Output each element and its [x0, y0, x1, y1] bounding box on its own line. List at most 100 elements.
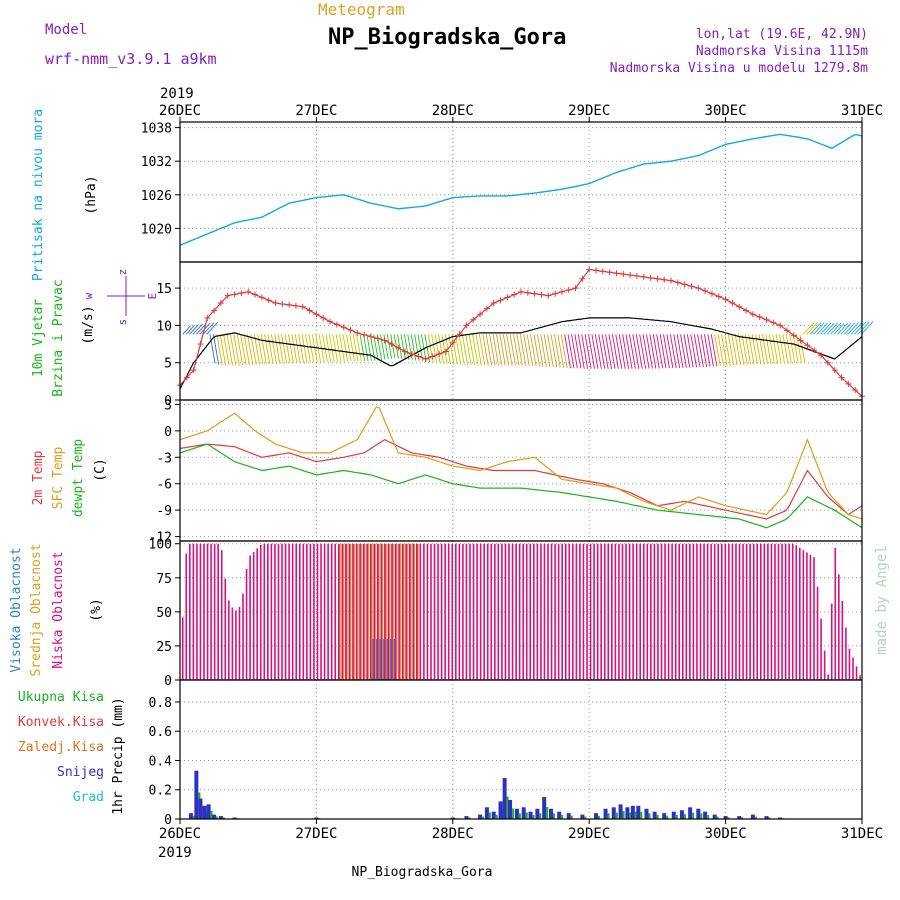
wind-direction-barb — [219, 334, 227, 366]
meteogram-label: Meteogram — [318, 0, 405, 19]
precip-snow-bar — [688, 807, 693, 819]
wind-speed-marker — [422, 355, 429, 362]
wind-direction-barb — [591, 334, 599, 369]
wind-speed-marker — [613, 270, 620, 277]
wind-direction-barb — [669, 334, 677, 369]
precip-snow-bar — [750, 814, 755, 819]
wind-speed-marker — [238, 290, 245, 297]
wind-speed-marker — [327, 318, 334, 325]
wind-speed-marker — [783, 327, 790, 334]
wind-speed-marker — [429, 353, 436, 360]
wind-direction-barb — [325, 334, 332, 363]
wind-direction-barb — [349, 334, 355, 362]
precip-total-bar — [622, 810, 625, 819]
wind-direction-barb — [182, 325, 191, 335]
wind-direction-barb — [847, 322, 859, 335]
wind-speed-marker — [545, 292, 552, 299]
wind-speed-marker — [354, 329, 361, 336]
wind-speed-marker — [688, 283, 695, 290]
precip-snow-bar — [580, 814, 585, 819]
pressure-ytick-label: 1026 — [141, 189, 172, 204]
precip-snow-bar — [712, 814, 717, 819]
wind-direction-barb — [816, 322, 828, 335]
wind-direction-barb — [236, 334, 244, 366]
wind-speed-marker — [633, 272, 640, 279]
wind-direction-barb — [530, 334, 537, 367]
wind-direction-barb — [294, 334, 301, 364]
wind-speed-marker — [845, 380, 852, 387]
wind-direction-barb — [820, 322, 832, 335]
precip-snow-bar — [594, 813, 599, 819]
precip-total-bar — [741, 817, 744, 819]
wind-direction-barb — [796, 334, 802, 363]
wind-direction-barb — [284, 334, 291, 364]
wind-speed-marker — [572, 285, 579, 292]
precip-snow-bar — [549, 808, 554, 819]
wind-direction-barb — [826, 322, 838, 335]
wind-direction-barb — [721, 334, 728, 366]
temp-tsfc-line — [179, 406, 863, 520]
model-name: wrf-nmm_v3.9.1 a9km — [45, 50, 217, 68]
wind-direction-barb — [513, 334, 520, 366]
top-date-axis: 26DEC 27DEC 28DEC 29DEC 30DEC 31DEC — [159, 103, 883, 122]
wind-direction-barb — [509, 334, 516, 366]
wind-direction-barb — [403, 334, 410, 360]
wind-direction-barb — [247, 334, 254, 365]
wind-direction-barb — [390, 334, 396, 359]
wind-direction-barb — [543, 334, 551, 368]
wind-direction-barb — [598, 334, 606, 369]
precip-snow-bar — [703, 811, 708, 819]
temperature-ytick-label: -12 — [149, 531, 172, 546]
pressure-panel: 1020 1026 1032 1038 — [141, 122, 863, 262]
wind-direction-barb — [686, 334, 694, 368]
temp-ylabel: (C) — [93, 458, 108, 481]
precip-total-bar — [570, 815, 573, 819]
footer-station-label: NP_Biogradska_Gora — [352, 865, 493, 880]
top-date-label: 30DEC — [705, 103, 747, 119]
wind-direction-barb — [772, 334, 779, 364]
wind-speed-marker — [497, 297, 504, 304]
wind-direction-barb — [475, 334, 482, 366]
panel-frames: 1020102610321038051015-12-9-6-3030255075… — [141, 121, 874, 828]
precip-snow-bar — [671, 811, 676, 819]
bottom-date-label: 29DEC — [568, 826, 610, 842]
wind-ytick-label: 15 — [156, 282, 172, 297]
wind-speed-marker — [204, 314, 211, 321]
wind-speed-marker — [367, 333, 374, 340]
wind-direction-barb — [386, 334, 393, 359]
wind-direction-barb — [809, 322, 822, 335]
wind-speed-marker — [552, 290, 559, 297]
compass-s: s — [116, 319, 129, 326]
wind-speed-marker — [292, 302, 299, 309]
precip-total-bar — [222, 817, 225, 819]
wind-speed-marker — [518, 288, 524, 295]
wind-speed-marker — [749, 311, 756, 318]
wind-direction-barb — [731, 334, 738, 366]
wind-speed-marker — [756, 314, 763, 321]
wind-direction-barb — [642, 334, 650, 369]
wind-direction-barb — [496, 334, 503, 366]
wind-speed-marker — [674, 279, 681, 286]
precip-total-bar — [539, 813, 542, 819]
wind-direction-barb — [628, 334, 636, 369]
wind-speed-marker — [708, 290, 715, 297]
wind-speed-marker — [374, 335, 381, 342]
wind-direction-barb — [458, 334, 465, 366]
wind-side-label-2: Brzina i Pravac — [51, 279, 66, 396]
wind-direction-barb — [571, 334, 578, 369]
wind-direction-barb — [287, 334, 294, 364]
temp-2m-side-label: 2m Temp — [31, 450, 46, 505]
precip-total-bar — [518, 813, 521, 819]
wind-speed-marker — [347, 327, 354, 334]
precip-snow-bar — [232, 817, 237, 819]
precip-snow-bar — [723, 816, 728, 819]
temperature-ytick-label: 0 — [164, 425, 172, 440]
wind-speed-marker — [442, 348, 449, 355]
wind-direction-barb — [431, 334, 438, 363]
wind-speed-marker — [599, 268, 606, 275]
top-date-label: 29DEC — [568, 103, 610, 119]
precip-snow-bar — [618, 804, 623, 819]
wind-direction-barb — [212, 334, 220, 365]
precip-ytick-label: 0.2 — [149, 784, 172, 799]
wind-direction-barb — [345, 334, 352, 362]
